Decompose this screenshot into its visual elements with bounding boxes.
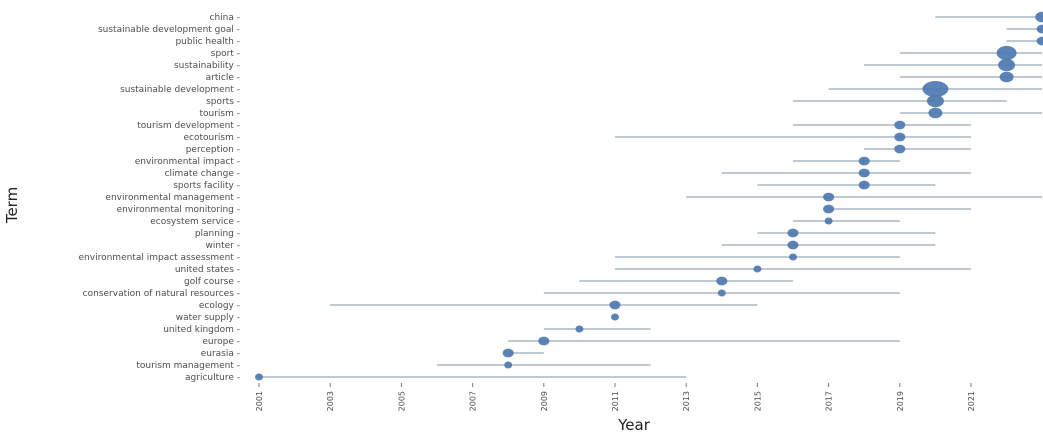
median-point-ecotourism — [894, 132, 906, 142]
term-label-climate-change: climate change - — [165, 169, 240, 179]
term-label-tourism-development: tourism development - — [137, 121, 240, 131]
median-point-tourism — [928, 107, 943, 119]
median-point-water-supply — [611, 313, 619, 321]
term-label-golf-course: golf course - — [184, 277, 240, 287]
x-tick-label-2013: 2013 — [682, 391, 691, 411]
median-point-sport — [996, 45, 1017, 61]
x-tick-label-2019: 2019 — [896, 391, 905, 411]
term-label-sustainable-development-goal: sustainable development goal - — [98, 25, 240, 35]
median-point-winter — [787, 240, 799, 250]
x-tick-label-2017: 2017 — [825, 391, 834, 411]
median-point-sustainable-development — [922, 81, 949, 97]
median-point-perception — [894, 144, 906, 154]
median-point-planning — [787, 228, 799, 238]
term-label-environmental-management: environmental management - — [105, 193, 240, 203]
range-lines — [259, 16, 1043, 378]
x-axis-title: Year — [617, 416, 651, 434]
term-label-article: article - — [206, 73, 240, 83]
median-point-tourism-management — [504, 361, 513, 369]
term-label-perception: perception - — [186, 145, 240, 155]
median-point-china — [1035, 11, 1043, 23]
x-tick-label-2005: 2005 — [397, 391, 406, 411]
x-tick-label-2021: 2021 — [967, 391, 976, 411]
median-points — [255, 11, 1043, 381]
median-point-europe — [538, 336, 550, 346]
median-point-environmental-impact-assessment — [789, 253, 797, 261]
term-label-winter: winter - — [206, 241, 240, 251]
median-point-sustainable-development-goal — [1036, 24, 1043, 34]
term-label-sports: sports - — [206, 97, 240, 107]
term-label-tourism-management: tourism management - — [136, 361, 240, 371]
median-point-golf-course — [716, 276, 728, 286]
median-point-climate-change — [858, 168, 870, 178]
term-label-ecosystem-service: ecosystem service - — [150, 217, 240, 227]
term-label-united-kingdom: united kingdom - — [163, 325, 240, 335]
median-point-sports-facility — [858, 180, 870, 190]
term-label-environmental-impact: environmental impact - — [135, 157, 240, 167]
median-point-public-health — [1036, 36, 1043, 46]
year-axis-ticks: 2001 2003 2005 2007 2009 2011 2013 2015 2017 2019… — [255, 383, 976, 411]
term-label-planning: planning - — [195, 229, 240, 239]
term-label-conservation-of-natural-resources: conservation of natural resources - — [83, 289, 240, 299]
median-point-sports — [926, 94, 944, 108]
term-label-united-states: united states - — [175, 265, 240, 275]
term-label-ecology: ecology - — [199, 301, 240, 311]
median-point-sustainability — [998, 58, 1016, 72]
median-point-ecology — [609, 300, 621, 310]
term-label-environmental-impact-assessment: environmental impact assessment - — [79, 253, 240, 263]
x-tick-label-2015: 2015 — [753, 391, 762, 411]
term-label-tourism: tourism - — [199, 109, 240, 119]
term-label-china: china - — [210, 13, 240, 23]
median-point-eurasia — [502, 348, 514, 358]
median-point-conservation-of-natural-resources — [717, 289, 726, 297]
median-point-environmental-management — [823, 192, 835, 202]
y-axis-title: Term — [3, 187, 21, 224]
median-point-united-states — [753, 265, 762, 273]
term-label-ecotourism: ecotourism - — [184, 133, 241, 143]
term-label-environmental-monitoring: environmental monitoring - — [117, 205, 240, 215]
x-tick-label-2011: 2011 — [611, 391, 620, 411]
term-label-eurasia: eurasia - — [201, 349, 240, 359]
median-point-article — [999, 71, 1014, 83]
term-label-public-health: public health - — [175, 37, 240, 47]
x-tick-label-2001: 2001 — [255, 391, 264, 411]
term-label-sport: sport - — [211, 49, 240, 59]
median-point-ecosystem-service — [824, 217, 833, 225]
term-label-agriculture: agriculture - — [185, 373, 240, 383]
term-label-europe: europe - — [202, 337, 240, 347]
term-axis-labels: china - sustainable development goal - pub… — [79, 13, 240, 383]
median-point-agriculture — [255, 373, 263, 381]
term-label-sustainability: sustainability - — [174, 61, 240, 71]
median-point-environmental-monitoring — [823, 204, 835, 214]
term-label-sustainable-development: sustainable development - — [120, 85, 240, 95]
term-label-sports-facility: sports facility - — [173, 181, 240, 191]
x-tick-label-2009: 2009 — [540, 391, 549, 411]
median-point-environmental-impact — [858, 156, 870, 166]
term-label-water-supply: water supply - — [176, 313, 240, 323]
x-tick-label-2003: 2003 — [326, 391, 335, 411]
x-tick-label-2007: 2007 — [469, 391, 478, 411]
median-point-tourism-development — [894, 120, 906, 130]
median-point-united-kingdom — [575, 325, 584, 333]
